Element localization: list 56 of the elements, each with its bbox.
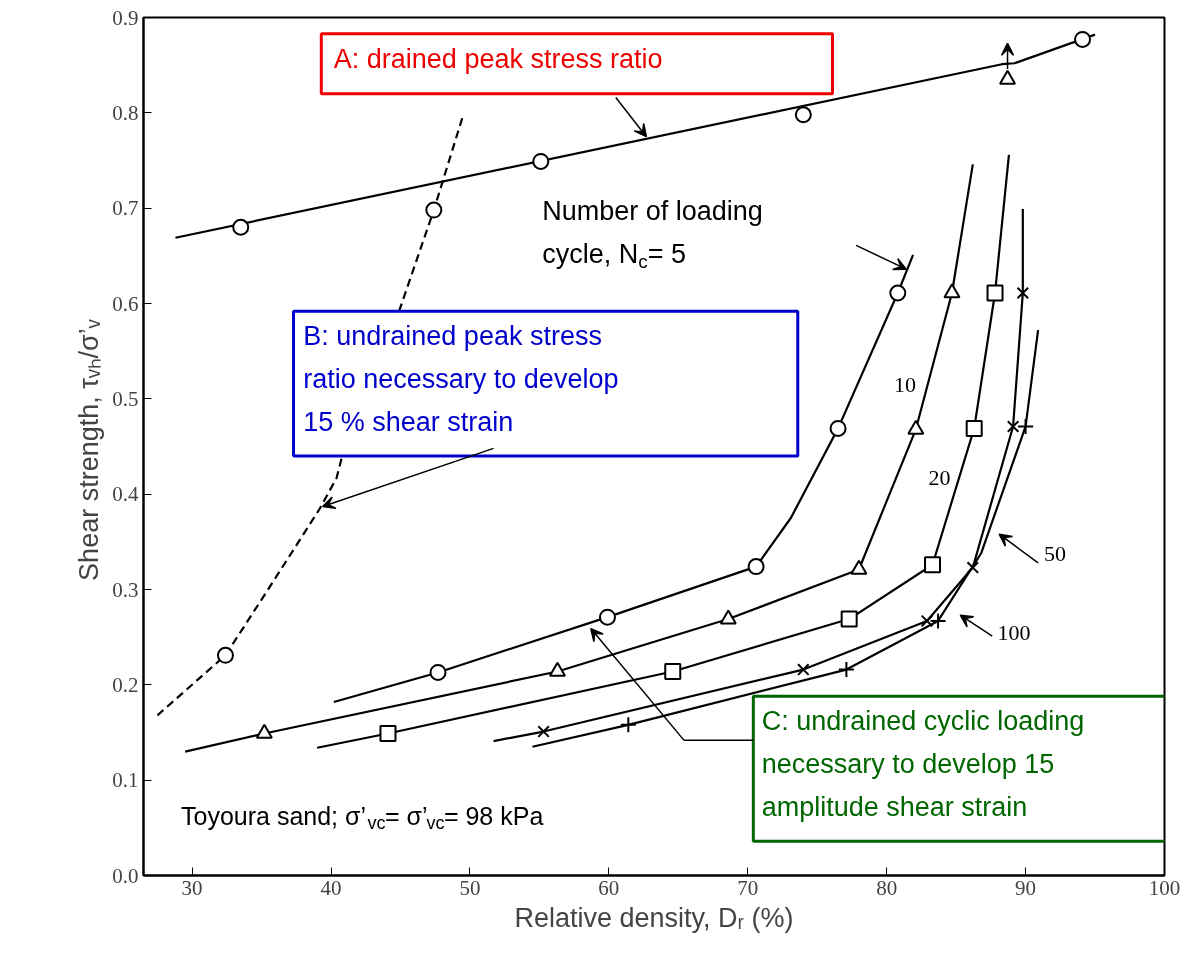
y-tick-label: 0.9 (112, 5, 139, 30)
point (889, 284, 907, 302)
y-tick-label: 0.3 (112, 577, 139, 602)
x-tick-label: 70 (737, 875, 759, 900)
annotation: C: undrained cyclic loading necessary to develop 15 amplitude shear strain (761, 705, 1085, 823)
point (794, 106, 812, 124)
y-tick-label: 0.4 (112, 482, 139, 507)
point (797, 663, 810, 676)
x-tick-label: 100 (1148, 875, 1181, 900)
point (943, 283, 961, 299)
annotation: 10 (893, 371, 916, 397)
annotation: 100 (997, 619, 1031, 645)
point (532, 152, 550, 170)
annotation: B: undrained peak stress ratio necessary to develop 15 % shear strain (303, 320, 619, 438)
point (379, 724, 397, 742)
annotation: A: drained peak stress ratio (333, 44, 663, 75)
annotation: 50 (1043, 540, 1066, 566)
annotation: 20 (928, 465, 951, 491)
y-tick-label: 0.7 (112, 196, 139, 221)
point (747, 558, 765, 576)
x-tick-label: 60 (598, 875, 620, 900)
point (216, 646, 234, 664)
x-tick-label: 40 (320, 875, 342, 900)
point (829, 419, 847, 437)
point (598, 608, 616, 626)
point (425, 201, 443, 219)
point (840, 610, 858, 628)
point (1017, 417, 1035, 435)
point (920, 614, 934, 628)
point (232, 218, 250, 236)
y-tick-label: 0.5 (112, 386, 139, 411)
x-tick-label: 90 (1015, 875, 1037, 900)
y-tick-label: 0.0 (112, 863, 139, 888)
point (537, 725, 550, 738)
point (1016, 286, 1030, 300)
point (929, 612, 947, 630)
y-tick-label: 0.8 (112, 100, 139, 125)
point (619, 716, 637, 734)
point (837, 661, 855, 679)
point (986, 284, 1004, 302)
point (1006, 420, 1020, 433)
point (924, 556, 942, 574)
x-tick-label: 30 (181, 875, 203, 900)
y-tick-label: 0.6 (112, 291, 139, 316)
x-tick-label: 80 (876, 875, 898, 900)
point (965, 419, 983, 437)
point (429, 663, 447, 681)
y-axis-title: Shear strength, τᵥₕ/σ’ᵥ (74, 319, 105, 581)
point (664, 662, 682, 680)
point (966, 561, 980, 574)
y-tick-label: 0.2 (112, 672, 139, 697)
point (719, 609, 737, 625)
x-axis-title: Relative density, Dᵣ (%) (514, 902, 794, 933)
point (1074, 30, 1092, 48)
x-tick-label: 50 (459, 875, 481, 900)
y-tick-label: 0.1 (112, 768, 139, 793)
